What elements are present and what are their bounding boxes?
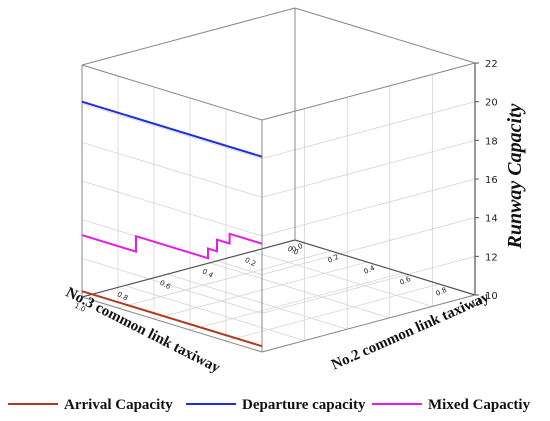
top-edge — [81, 7, 296, 66]
tick-labels: 101214161820220.00.20.40.60.81.01.00.80.… — [73, 59, 498, 314]
floor-grid-line — [167, 273, 348, 330]
side-grid-line — [261, 255, 476, 314]
x-axis-label: No.2 common link taxiway — [329, 289, 492, 373]
y-axis-line — [81, 239, 296, 298]
x-tick-label: 0.0 — [291, 242, 304, 254]
z-tick-label: 22 — [485, 59, 498, 70]
side-grid-line — [261, 178, 476, 237]
x-tick-label: 1.0 — [471, 297, 484, 309]
floor-grid-line — [252, 251, 433, 307]
back-grid-line — [81, 103, 263, 160]
legend-label-1: Arrival Capacity — [64, 397, 173, 413]
series-layer — [81, 100, 263, 348]
floor-grid-line — [124, 285, 305, 341]
z-tick-label: 12 — [485, 252, 498, 263]
series-line-2 — [81, 100, 263, 158]
floor-grid-line — [153, 261, 368, 320]
back-grid-line — [81, 257, 263, 314]
back-grid-line — [81, 141, 263, 198]
series-line-1 — [81, 290, 263, 348]
series-line-3 — [81, 232, 263, 260]
side-grid-line — [261, 139, 476, 198]
floor-edge — [81, 296, 263, 353]
z-tick-label: 20 — [485, 98, 498, 109]
z-axis-label: Runway Capacity — [504, 103, 526, 249]
side-grid-line — [261, 101, 476, 160]
z-tick-label: 16 — [485, 175, 498, 186]
legend-label-3: Mixed Capactiy — [428, 397, 531, 413]
y-axis-label: No.3 common link taxiway — [63, 285, 223, 377]
floor-grid-line — [117, 250, 332, 309]
top-edge — [294, 7, 476, 64]
y-tick-label: 0.6 — [158, 279, 172, 291]
z-tick-label: 10 — [485, 291, 498, 302]
floor-edge — [261, 294, 476, 353]
top-edge — [261, 62, 476, 121]
box-frame — [81, 7, 476, 353]
side-grid-line — [261, 217, 476, 276]
x-tick-label: 0.8 — [435, 286, 448, 298]
z-tick-label: 18 — [485, 136, 498, 147]
floor-grid-line — [209, 262, 390, 319]
z-tick-label: 14 — [485, 214, 498, 225]
legend: Arrival Capacity Departure capacity Mixed … — [8, 397, 531, 413]
x-tick-label: 0.4 — [363, 264, 377, 276]
y-tick-label: 0.2 — [243, 256, 257, 268]
floor-grid-line — [189, 272, 404, 331]
y-tick-label: 0.4 — [201, 267, 215, 279]
x-axis-line — [294, 239, 476, 296]
back-grid-line — [81, 180, 263, 237]
x-tick-label: 0.2 — [327, 253, 340, 265]
legend-label-2: Departure capacity — [242, 397, 366, 413]
top-edge — [81, 64, 263, 121]
